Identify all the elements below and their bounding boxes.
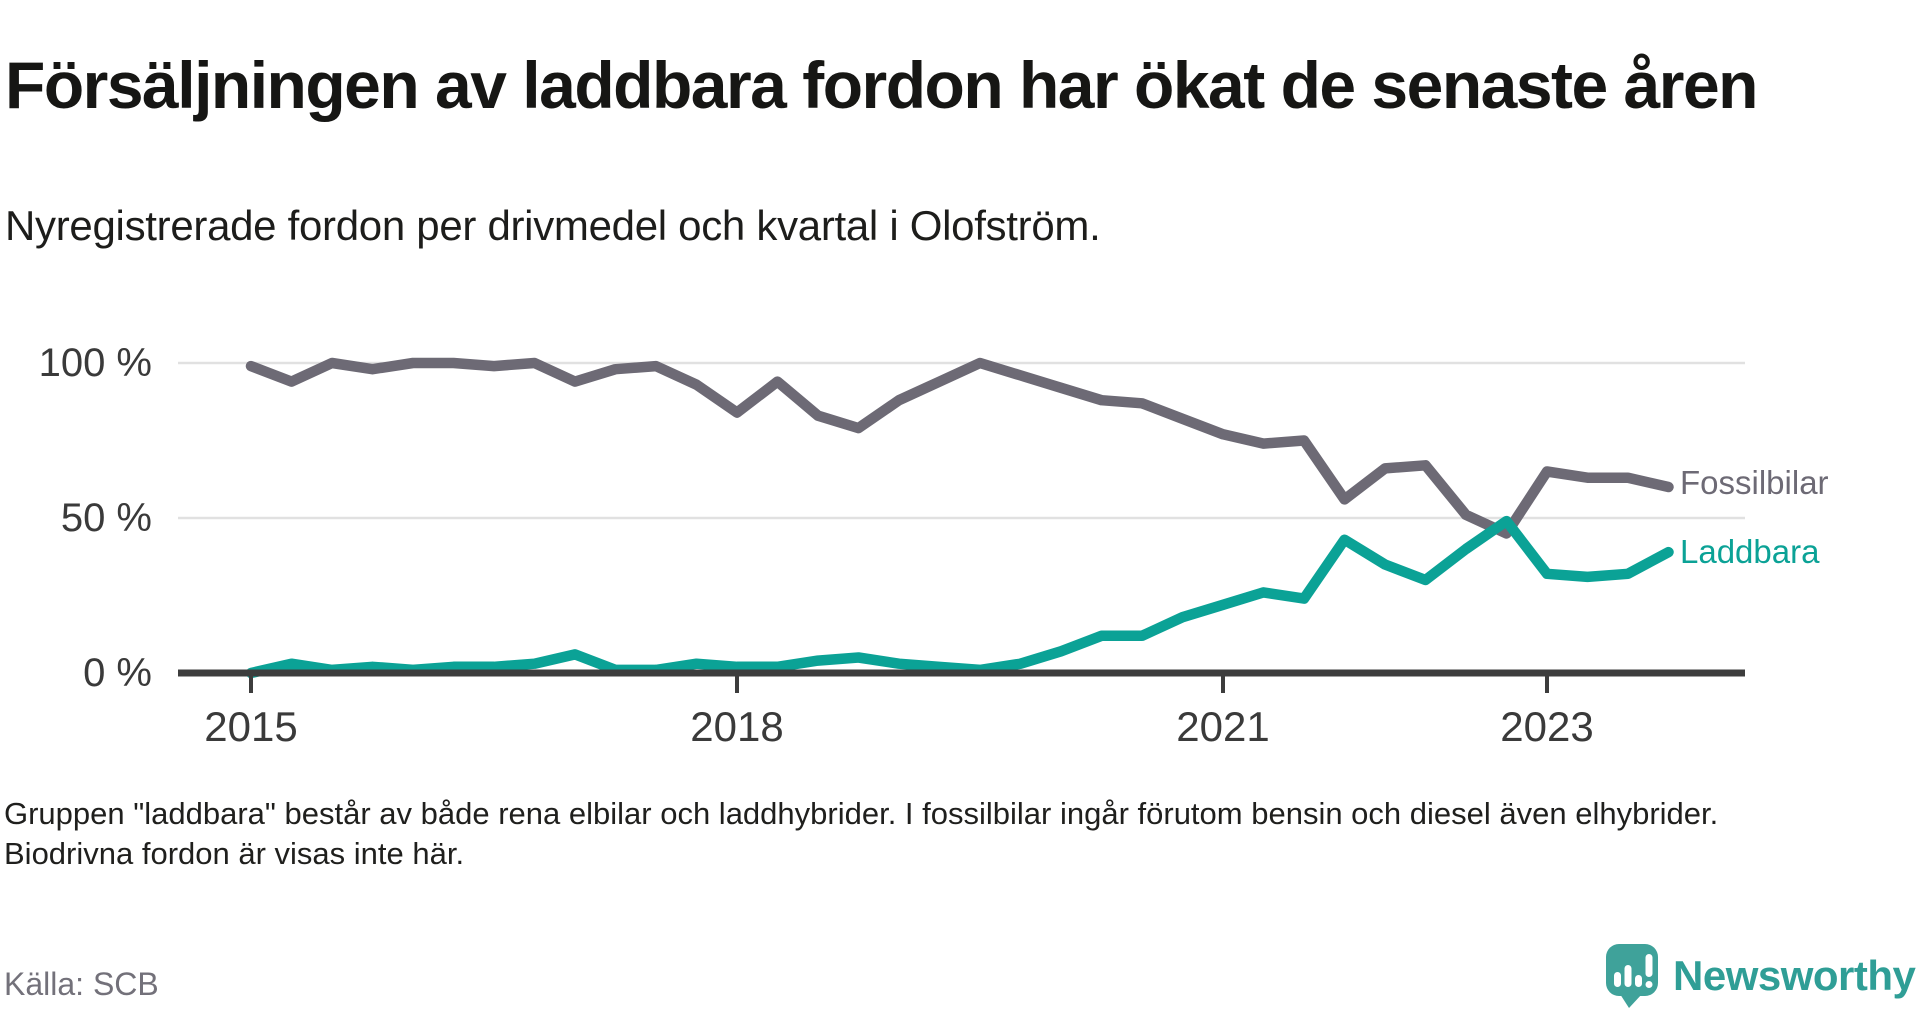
newsworthy-bubble-icon (1606, 944, 1658, 1008)
y-tick-label: 0 % (83, 651, 152, 695)
newsworthy-logo: Newsworthy (1606, 944, 1916, 1008)
series-label-fossilbilar: Fossilbilar (1680, 464, 1829, 501)
page-title: Försäljningen av laddbara fordon har öka… (5, 48, 1759, 123)
x-tick-label: 2021 (1176, 703, 1269, 750)
x-axis-labels: 2015 2018 2021 2023 (204, 703, 1593, 750)
x-tick-label: 2023 (1500, 703, 1593, 750)
series-end-labels: Fossilbilar Laddbara (1680, 464, 1829, 570)
x-tick-label: 2018 (690, 703, 783, 750)
series-line-fossilbilar (245, 357, 1674, 539)
series-label-laddbara: Laddbara (1680, 533, 1820, 570)
y-tick-label: 100 % (39, 341, 152, 385)
y-axis-labels: 100 % 50 % 0 % (39, 341, 152, 695)
series-lines (245, 357, 1674, 679)
y-tick-label: 50 % (61, 496, 152, 540)
x-tick-label: 2015 (204, 703, 297, 750)
chart-subtitle: Nyregistrerade fordon per drivmedel och … (5, 202, 1101, 249)
x-axis (178, 669, 1745, 693)
series-line-laddbara (245, 515, 1674, 679)
source-credit: Källa: SCB (4, 966, 159, 1002)
gridlines (178, 361, 1745, 520)
newsworthy-wordmark: Newsworthy (1673, 952, 1916, 999)
chart-footnote: Gruppen "laddbara" består av både rena e… (4, 796, 1719, 871)
